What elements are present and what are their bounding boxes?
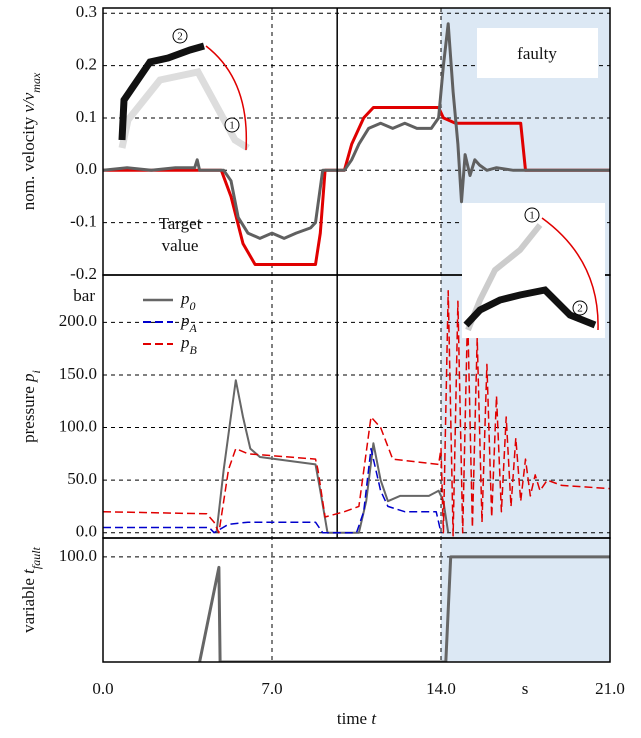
plot-layer: 0.0 7.0 14.0 21.0 0.3 0.2 0.1 0.0 -0.1 -0.2 nom. v…	[19, 2, 625, 728]
series-line	[215, 379, 450, 534]
x-axis-label-part: t	[371, 709, 377, 728]
series-line	[198, 555, 610, 662]
x-tick-label: 7.0	[261, 679, 282, 698]
y-tick-label: 0.0	[76, 159, 97, 178]
inset-bg	[462, 203, 605, 338]
y-tick-label: 100.0	[59, 546, 97, 565]
series-group	[103, 290, 610, 537]
series-line	[103, 106, 610, 266]
inset-marker	[572, 300, 588, 316]
series-line	[103, 447, 442, 534]
series-group	[103, 22, 610, 266]
legend-label: p0	[180, 289, 196, 313]
inset-marker-label: 2	[577, 303, 583, 315]
y-tick-label: 0.0	[76, 522, 97, 541]
y-tick-label: 100.0	[59, 416, 97, 435]
panel-frame	[102, 537, 611, 663]
y-tick-label: 0.2	[76, 54, 97, 73]
unit-label: s	[522, 679, 529, 698]
annotation: Target	[159, 214, 202, 233]
y-axis-label-part: i	[29, 370, 43, 373]
inset-marker-label: 2	[177, 31, 183, 43]
inset-marker	[524, 207, 540, 223]
inset-top: 2 1	[118, 28, 250, 151]
x-axis-label: time t	[337, 709, 377, 728]
series-line	[103, 290, 610, 537]
y-tick-label: -0.2	[70, 264, 97, 283]
x-tick-label: 21.0	[595, 679, 625, 698]
y-axis-label-part: pressure	[19, 382, 38, 443]
series-group	[198, 555, 610, 662]
inset-arm	[463, 286, 597, 329]
annotation: value	[162, 236, 199, 255]
y-tick-label: 0.3	[76, 2, 97, 21]
inset-marker-label: 1	[229, 120, 235, 132]
y-axis-label: variable tfault	[19, 546, 43, 632]
y-axis-label-part: max	[29, 72, 43, 93]
y-tick-label: 0.1	[76, 107, 97, 126]
inset-bottom: 1 2	[462, 203, 605, 338]
y-axis-label: pressure pi	[19, 370, 43, 443]
inset-arrow	[205, 45, 248, 151]
y-axis-label-part: v/v	[19, 92, 38, 112]
inset-marker	[224, 117, 240, 133]
y-axis-label: nom. velocity v/vmax	[19, 72, 43, 210]
y-axis-label-part: fault	[29, 546, 43, 569]
y-axis-label-part: variable	[19, 574, 38, 633]
y-axis-label-part: nom. velocity	[19, 113, 38, 211]
y-tick-label: 50.0	[67, 469, 97, 488]
y-tick-label: -0.1	[70, 212, 97, 231]
x-axis-label-part: time	[337, 709, 371, 728]
inset-marker	[172, 28, 188, 44]
y-axis-label-part: p	[19, 373, 38, 383]
y-axis-label-part: t	[19, 568, 38, 574]
unit-label: bar	[73, 286, 95, 305]
y-tick-label: 200.0	[59, 311, 97, 330]
inset-marker-label: 1	[529, 210, 535, 222]
inset-ghost	[118, 68, 250, 151]
fault-label-box	[477, 28, 598, 78]
inset-arm	[118, 42, 205, 141]
x-tick-label: 0.0	[92, 679, 113, 698]
inset-arrow	[541, 217, 599, 331]
fault-label: faulty	[517, 44, 557, 63]
legend-label: pB	[180, 333, 198, 357]
y-tick-label: 150.0	[59, 364, 97, 383]
x-tick-label: 14.0	[426, 679, 456, 698]
legend-label: pA	[180, 311, 198, 335]
series-line	[103, 22, 610, 240]
